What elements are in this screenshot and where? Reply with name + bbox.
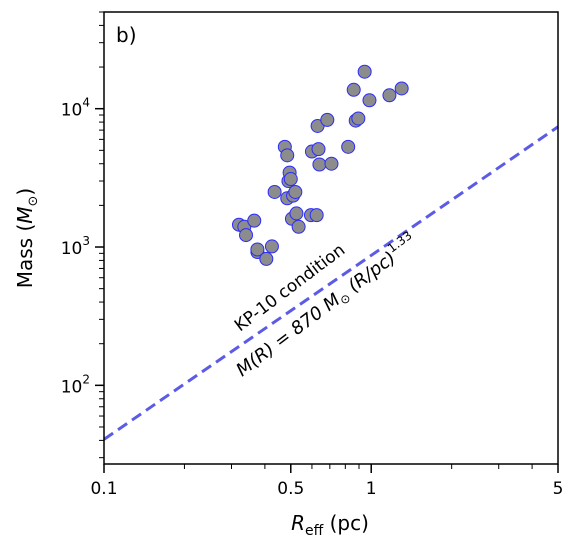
data-point-26 [320,112,335,127]
data-point-34 [382,88,397,103]
y-tick-label-0: 102 [61,372,90,397]
axis-ticks: 0.1 0.5 1 5 102 103 104 [61,11,564,499]
data-point-8 [267,184,282,199]
data-point-2 [239,228,254,243]
y-axis-label: Mass (M⊙) [13,188,41,289]
data-point-31 [351,111,366,126]
data-points [231,64,409,266]
data-point-29 [346,82,361,97]
data-point-6 [259,251,274,266]
data-point-25 [312,157,327,172]
data-point-28 [341,139,356,154]
data-point-18 [289,206,304,221]
y-axis-label-main: Mass ( [13,224,37,289]
formula-exponent: 1.33 [385,228,415,255]
data-point-24 [311,142,326,157]
y-axis-label-close: ) [13,188,37,196]
data-point-27 [324,156,339,171]
x-axis-label-rest: (pc) [323,511,369,535]
x-axis-label: Reff (pc) [291,511,369,539]
data-point-3 [247,213,262,228]
data-point-17 [288,184,303,199]
x-tick-label-0: 0.1 [90,479,117,499]
y-axis-label-m: M [13,206,37,223]
data-point-10 [280,148,295,163]
kp10-relation-line [103,125,559,441]
panel-label: b) [116,23,137,47]
data-point-5 [250,242,265,257]
data-point-32 [357,64,372,79]
plot-frame [103,11,559,465]
y-tick-label-1: 103 [61,234,90,259]
data-point-22 [309,208,324,223]
data-point-19 [291,219,306,234]
y-tick-label-2: 104 [61,96,90,121]
data-point-14 [283,172,298,187]
x-tick-label-2: 1 [366,479,377,499]
x-axis-label-sub: eff [305,523,324,539]
data-point-35 [394,81,409,96]
data-point-33 [362,93,377,108]
x-tick-label-3: 5 [553,479,564,499]
y-axis-label-sun: ⊙ [26,196,41,207]
x-tick-label-1: 0.5 [277,479,304,499]
data-point-7 [264,239,279,254]
x-axis-label-main: R [291,511,305,535]
